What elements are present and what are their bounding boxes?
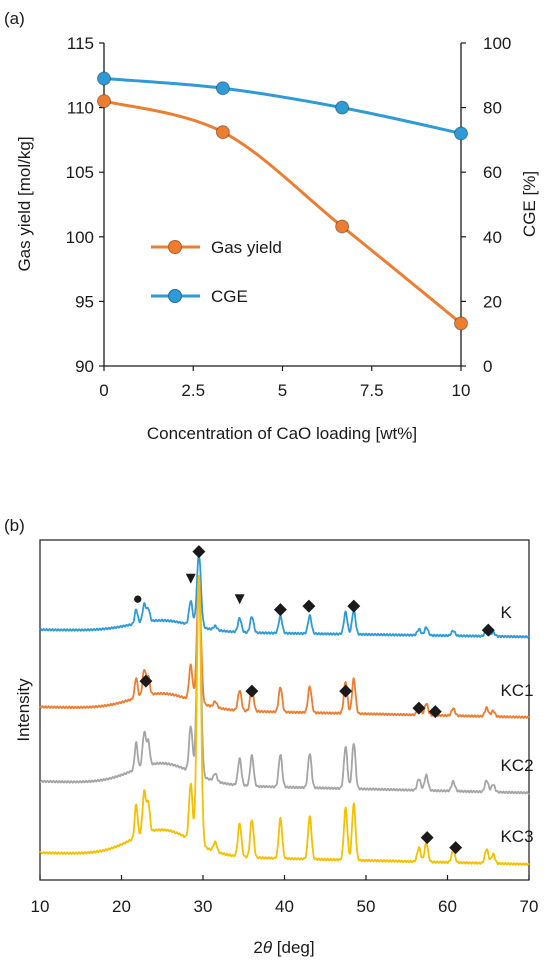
panel-a-series (97, 71, 468, 331)
right-y-tick-label: 40 (483, 228, 502, 247)
panel-b-y-axis-title: Intensity (14, 678, 33, 742)
panel-b-sample-labels: K KC1 KC2 KC3 (500, 603, 533, 846)
panel-a-x-axis-title: Concentration of CaO loading [wt%] (147, 424, 417, 443)
sample-label-kc1: KC1 (500, 681, 533, 700)
phase-peak-marker: ◆ (274, 599, 288, 618)
panel-a-left-y-ticks: 90 95 100 105 110 115 (66, 34, 104, 376)
panel-b-x-axis-title: 2θ [deg] (253, 938, 314, 957)
sample-label-kc3: KC3 (500, 827, 533, 846)
legend-swatch-gas-yield (151, 240, 200, 254)
x-tick-label: 5 (278, 381, 287, 400)
x-tick-label: 7.5 (360, 381, 384, 400)
phase-peak-marker: ◆ (429, 701, 443, 720)
panel-a-right-y-axis-title: CGE [%] (520, 171, 539, 237)
x-tick-label: 40 (275, 897, 294, 916)
data-point-gas-yield (335, 219, 350, 234)
panel-b-peak-markers: ◆▼● ▼◆ ◆ ◆◆◆◆ ◆◆ ◆◆◆ (133, 541, 496, 856)
phase-peak-marker: ◆ (482, 619, 496, 638)
panel-b-xrd-chart: (b) 10 20 30 40 50 60 70 2θ [deg] Intensity KK… (4, 516, 538, 957)
phase-peak-marker: ● (133, 589, 143, 608)
sample-label-kc2: KC2 (500, 756, 533, 775)
x-tick-label: 70 (520, 897, 539, 916)
phase-peak-marker: ◆ (339, 681, 353, 700)
xrd-pattern-kc2 (39, 575, 530, 795)
right-y-tick-label: 80 (483, 99, 502, 118)
xrd-pattern-kc3 (39, 574, 530, 866)
panel-a-x-ticks: 0 2.5 5 7.5 10 (99, 366, 470, 400)
data-point-gas-yield (97, 94, 111, 109)
data-point-gas-yield (454, 316, 468, 331)
sample-label-k: K (500, 603, 512, 622)
legend-label-gas-yield: Gas yield (211, 238, 282, 257)
panel-a-label: (a) (4, 9, 25, 28)
data-point-gas-yield (215, 125, 230, 140)
phase-peak-marker: ◆ (245, 681, 259, 700)
panel-a-right-y-ticks: 0 20 40 60 80 100 (461, 34, 511, 376)
phase-peak-marker: ◆ (302, 596, 316, 615)
phase-peak-marker: ◆ (449, 837, 463, 856)
right-y-tick-label: 100 (483, 34, 511, 53)
x-tick-label: 0 (99, 381, 108, 400)
left-y-tick-label: 115 (67, 34, 94, 53)
phase-peak-marker: ◆ (347, 596, 361, 615)
right-y-tick-label: 60 (483, 163, 502, 182)
left-y-tick-label: 105 (66, 163, 94, 182)
panel-b-label: (b) (4, 516, 25, 535)
panel-a-gas-yield-cge-chart: (a) 90 95 100 105 110 115 0 20 40 60 80 100 0 2.5 5 7… (4, 9, 539, 443)
left-y-tick-label: 110 (67, 99, 94, 118)
left-y-tick-label: 95 (75, 292, 94, 311)
xrd-pattern-k (39, 555, 530, 639)
legend-label-cge: CGE (211, 287, 248, 306)
data-point-cge (97, 71, 111, 86)
data-point-cge (335, 100, 350, 115)
data-point-cge (454, 126, 468, 141)
left-y-tick-label: 100 (66, 228, 94, 247)
phase-peak-marker: ◆ (139, 670, 153, 689)
phase-peak-marker: ◆ (412, 698, 426, 717)
x-tick-label: 10 (31, 897, 50, 916)
data-point-cge (215, 81, 230, 96)
x-tick-label: 30 (194, 897, 213, 916)
panel-b-x-ticks: 10 20 30 40 50 60 70 (31, 875, 539, 916)
left-y-tick-label: 90 (75, 357, 94, 376)
right-y-tick-label: 20 (483, 292, 502, 311)
x-tick-label: 2.5 (181, 381, 205, 400)
phase-peak-marker: ◆ (421, 827, 435, 846)
phase-peak-marker: ▼ (182, 568, 199, 587)
panel-a-legend: Gas yield CGE (151, 238, 282, 306)
phase-peak-marker: ▼ (231, 589, 248, 608)
x-tick-label: 60 (438, 897, 457, 916)
xrd-pattern-kc1 (39, 577, 530, 719)
x-tick-label: 10 (452, 381, 471, 400)
panel-b-xrd-patterns (39, 555, 530, 866)
x-tick-label: 20 (112, 897, 131, 916)
x-tick-label: 50 (357, 897, 376, 916)
series-line-gas-yield (103, 99, 462, 325)
legend-swatch-cge (151, 289, 200, 303)
series-line-cge (103, 77, 462, 135)
panel-b-x-axis-title-suffix: [deg] (272, 938, 315, 957)
right-y-tick-label: 0 (483, 357, 492, 376)
panel-a-left-y-axis-title: Gas yield [mol/kg] (15, 136, 34, 271)
phase-peak-marker: ◆ (192, 541, 206, 560)
panel-b-x-axis-title-symbol: θ (263, 938, 273, 957)
panel-b-x-axis-title-prefix: 2 (253, 938, 262, 957)
